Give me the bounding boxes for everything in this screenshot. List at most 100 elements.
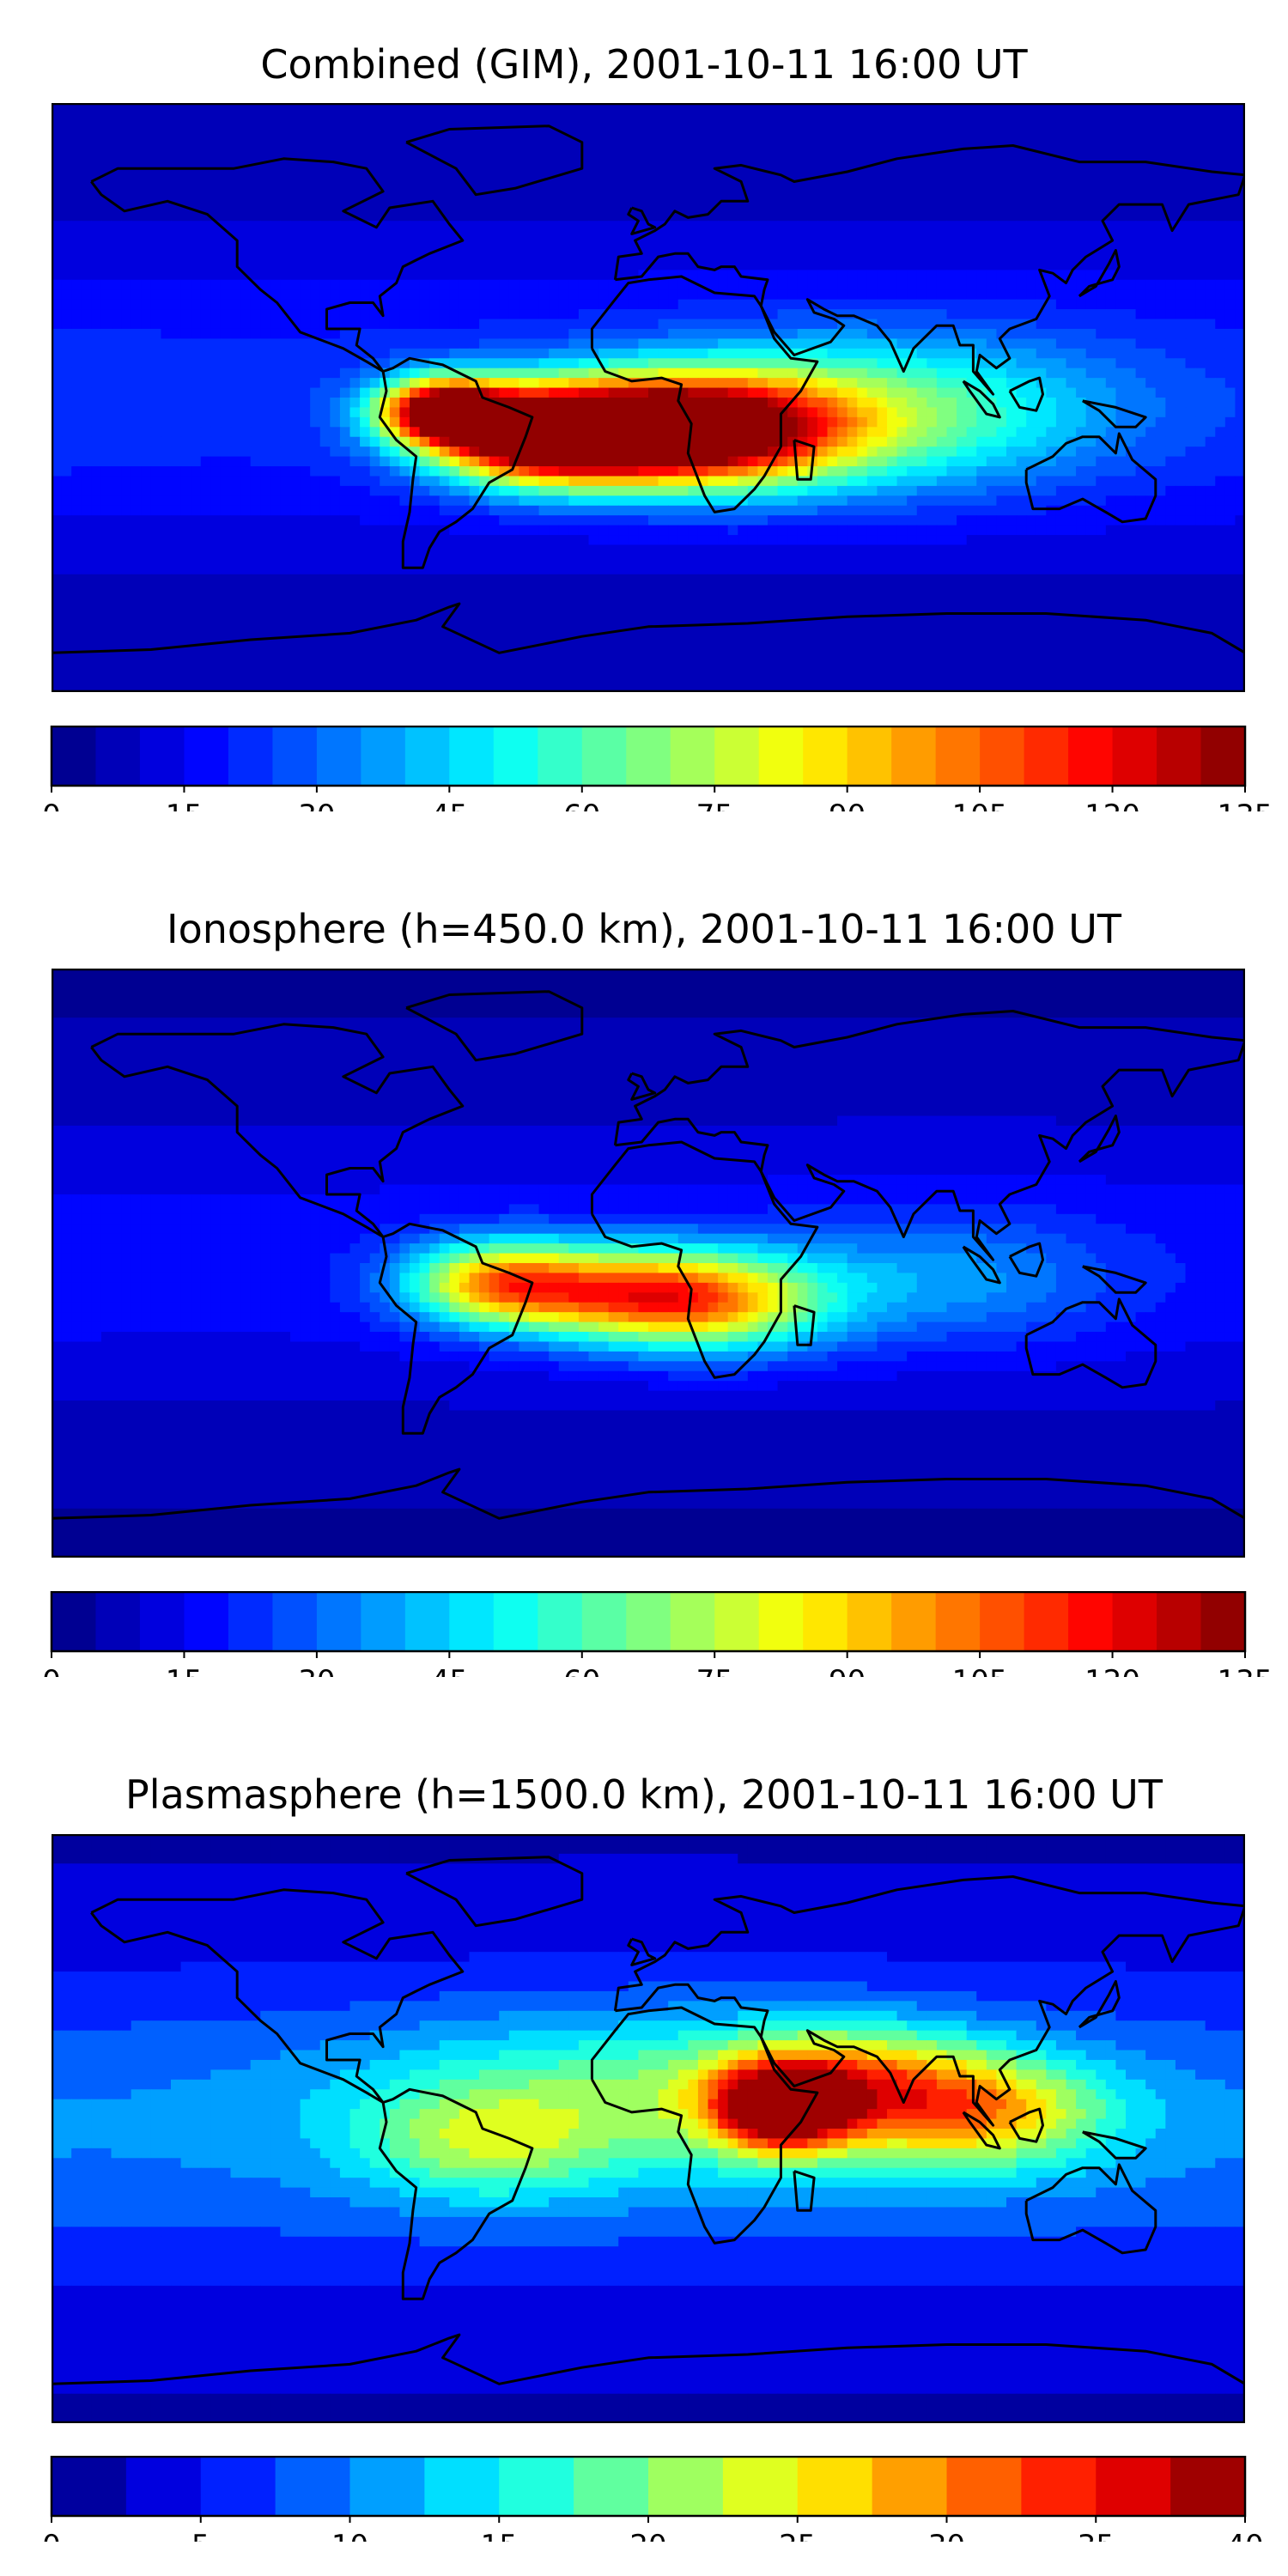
map-cell: [210, 476, 222, 487]
map-cell: [628, 161, 640, 173]
map-cell: [150, 270, 162, 281]
map-cell: [896, 250, 908, 261]
map-cell: [1046, 485, 1057, 496]
map-cell: [827, 495, 838, 507]
map-cell: [817, 122, 829, 133]
map-cell: [469, 358, 480, 369]
map-cell: [807, 259, 818, 270]
map-cell: [1076, 152, 1087, 163]
map-cell: [1205, 142, 1216, 153]
map-cell: [91, 338, 102, 349]
map-cell: [618, 348, 629, 359]
map-cell: [380, 338, 391, 349]
map-cell: [877, 289, 888, 301]
map-cell: [887, 436, 898, 447]
map-cell: [957, 152, 968, 163]
map-cell: [618, 436, 629, 447]
map-cell: [588, 289, 599, 301]
map-cell: [111, 387, 122, 398]
map-cell: [757, 416, 769, 428]
map-cell: [549, 427, 560, 438]
map-cell: [191, 407, 202, 418]
map-cell: [817, 495, 829, 507]
map-cell: [349, 250, 361, 261]
map-cell: [260, 407, 271, 418]
map-cell: [111, 358, 122, 369]
map-cell: [230, 495, 241, 507]
map-cell: [966, 348, 977, 359]
map-cell: [688, 142, 699, 153]
map-cell: [797, 328, 808, 339]
map-cell: [738, 466, 749, 477]
map-cell: [936, 210, 948, 222]
map-cell: [380, 132, 391, 143]
map-cell: [1165, 485, 1176, 496]
map-cell: [857, 495, 868, 507]
map-cell: [1215, 398, 1226, 409]
map-cell: [389, 172, 401, 183]
map-cell: [360, 279, 371, 290]
map-cell: [896, 161, 908, 173]
map-cell: [757, 112, 769, 124]
map-cell: [1175, 436, 1187, 447]
map-cell: [81, 191, 92, 202]
map-cell: [349, 505, 361, 516]
map-cell: [1145, 358, 1157, 369]
map-cell: [936, 279, 948, 290]
map-cell: [578, 221, 590, 232]
map-cell: [757, 230, 769, 241]
map-cell: [1195, 447, 1206, 458]
map-cell: [71, 132, 82, 143]
map-cell: [727, 368, 738, 379]
map-cell: [877, 279, 888, 290]
map-cell: [100, 476, 112, 487]
map-cell: [419, 427, 430, 438]
map-cell: [71, 250, 82, 261]
map-cell: [927, 309, 938, 320]
map-cell: [339, 398, 351, 409]
map-cell: [907, 447, 918, 458]
map-cell: [608, 416, 619, 428]
map-cell: [916, 103, 927, 114]
map-cell: [61, 250, 72, 261]
map-cell: [1066, 279, 1077, 290]
map-cell: [250, 466, 261, 477]
map-cell: [220, 309, 232, 320]
map-cell: [738, 142, 749, 153]
map-cell: [996, 172, 1007, 183]
map-cell: [896, 259, 908, 270]
map-cell: [1006, 210, 1018, 222]
map-cell: [787, 299, 799, 310]
map-cell: [768, 103, 779, 114]
map-cell: [1105, 456, 1117, 467]
map-cell: [708, 210, 719, 222]
map-cell: [429, 447, 440, 458]
map-cell: [1224, 309, 1236, 320]
map-cell: [1036, 466, 1047, 477]
map-cell: [957, 456, 968, 467]
map-cell: [1036, 338, 1047, 349]
map-cell: [827, 122, 838, 133]
map-cell: [638, 289, 649, 301]
map-cell: [399, 112, 410, 124]
map-cell: [1115, 240, 1127, 252]
map-cell: [538, 476, 550, 487]
map-cell: [708, 328, 719, 339]
map-cell: [538, 436, 550, 447]
map-cell: [677, 338, 689, 349]
map-cell: [976, 279, 987, 290]
map-cell: [857, 407, 868, 418]
map-cell: [648, 495, 659, 507]
map-cell: [668, 172, 679, 183]
map-cell: [957, 230, 968, 241]
map-cell: [787, 259, 799, 270]
map-cell: [976, 161, 987, 173]
map-cell: [708, 142, 719, 153]
map-cell: [200, 142, 211, 153]
map-cell: [877, 191, 888, 202]
map-cell: [866, 407, 878, 418]
map-cell: [538, 466, 550, 477]
map-cell: [310, 172, 321, 183]
map-cell: [638, 240, 649, 252]
map-cell: [738, 485, 749, 496]
